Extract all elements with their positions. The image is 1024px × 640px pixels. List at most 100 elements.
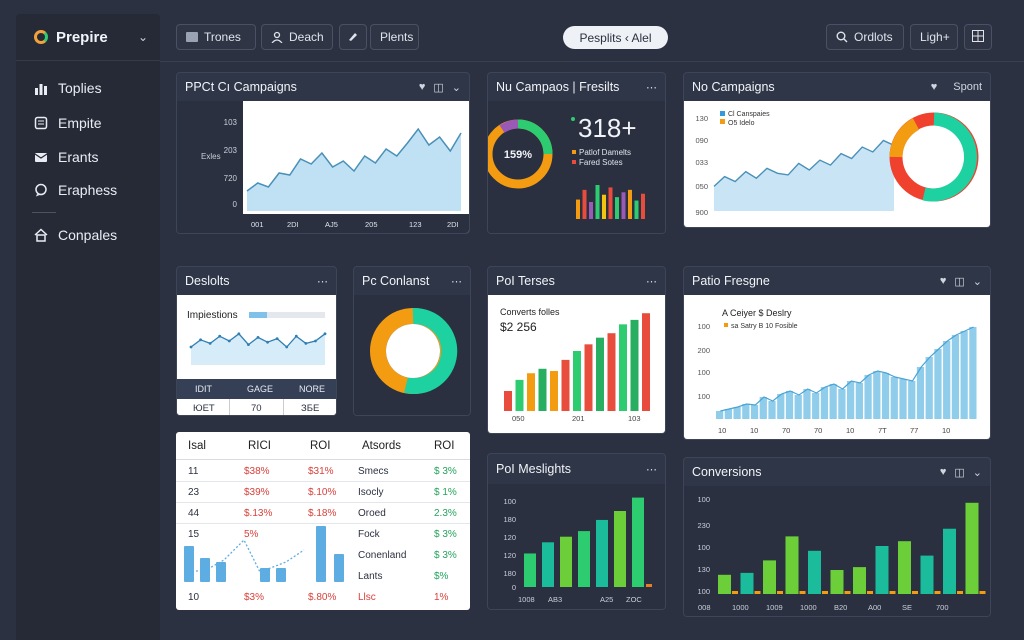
heart-icon[interactable]: ♥ [930, 81, 938, 93]
table-header: Isal RICI ROI Atsords ROI [176, 432, 470, 460]
more-icon[interactable]: ⋯ [646, 81, 657, 94]
card-campaigns-results: Nu Campaos | Fresilts ⋯ 159% 318+ Patlof… [487, 72, 666, 234]
bar [527, 373, 535, 411]
more-icon[interactable]: ⋯ [646, 275, 657, 288]
more-icon[interactable]: ⋯ [646, 463, 657, 476]
x-tick: AB3 [548, 595, 562, 604]
table-cell: $.80% [308, 592, 337, 603]
y-tick: 180 [503, 569, 516, 578]
table-cell: Llsc [358, 592, 376, 603]
impressions-line-chart: Impiestions [187, 310, 327, 365]
bar [276, 568, 286, 582]
bar [524, 553, 536, 587]
meslights-bar-chart: 100 180 120 120 180 0 1008 AB3 A25 ZOC [503, 497, 652, 604]
col-header: IDIT [195, 384, 212, 394]
y-tick: 200 [697, 346, 710, 355]
data-point [218, 334, 222, 338]
card-title: Patio Fresgne [692, 274, 770, 288]
x-tick: ZOC [626, 595, 642, 604]
bar [595, 185, 600, 219]
bar-chart-icon [34, 81, 48, 95]
bar [578, 531, 590, 587]
col-header: ROI [434, 440, 455, 452]
bar [898, 541, 911, 594]
bar [634, 200, 639, 219]
table-cell: 11 [188, 466, 199, 477]
search-button[interactable]: Ordlots [826, 24, 904, 50]
sidebar-item-label: Toplies [58, 80, 102, 96]
x-tick: 205 [365, 220, 378, 229]
table-cell: $31% [308, 466, 334, 477]
brand-name: Prepire [56, 28, 108, 46]
card-patio-fresgne: Patio Fresgne ♥ ◫ ⌄ A Ceiyer $ Deslry sa S… [683, 266, 991, 440]
bar [316, 526, 326, 582]
chart-options-icon[interactable]: ◫ [433, 81, 444, 94]
bar [615, 197, 619, 219]
bar [628, 189, 632, 219]
bar [812, 393, 820, 419]
heart-icon[interactable]: ♥ [939, 274, 947, 287]
data-point [323, 332, 327, 336]
layout-button[interactable] [964, 24, 992, 50]
bar [542, 542, 554, 587]
heart-icon[interactable]: ♥ [939, 465, 947, 478]
sidebar-item-label: Conpales [58, 227, 118, 243]
chevron-down-icon[interactable]: ⌄ [972, 466, 982, 479]
more-icon[interactable]: ⋯ [317, 275, 328, 288]
bar [960, 331, 968, 419]
more-icon[interactable]: ⋯ [451, 275, 462, 288]
table-cell: $39% [244, 487, 270, 498]
table-cell: Oroed [358, 508, 386, 519]
x-tick: 70 [814, 426, 822, 435]
tab-deach[interactable]: Deach [261, 24, 333, 50]
series-line [720, 326, 974, 412]
export-button[interactable]: Spont [953, 81, 982, 93]
chart-label: Converts folles [500, 307, 560, 317]
tab-label: Deach [289, 30, 324, 44]
sidebar-item-erants[interactable]: Erants [34, 149, 98, 165]
x-tick: 008 [698, 603, 711, 612]
tab-plents[interactable]: Plents [370, 24, 419, 50]
row-divider [176, 502, 470, 503]
sidebar-item-label: Empite [58, 115, 102, 131]
bar [908, 381, 916, 419]
table-cell: $ 3% [434, 529, 457, 540]
chevron-down-icon[interactable]: ⌄ [451, 81, 461, 94]
bar [573, 351, 581, 411]
sidebar-item-eraphess[interactable]: Eraphess [34, 182, 117, 198]
chart-options-icon[interactable]: ◫ [954, 466, 965, 479]
login-button[interactable]: Ligh+ [910, 24, 958, 50]
chart-options-icon[interactable]: ◫ [954, 275, 965, 288]
sidebar-item-toplies[interactable]: Toplies [34, 80, 102, 96]
document-icon [34, 116, 48, 130]
table-cell: $.10% [308, 487, 337, 498]
brush-button[interactable] [339, 24, 367, 50]
series-line [713, 139, 895, 187]
tab-trones[interactable]: Trones [176, 24, 256, 50]
bar [785, 536, 799, 594]
heart-icon[interactable]: ♥ [418, 80, 426, 93]
sidebar-item-empite[interactable]: Empite [34, 115, 102, 131]
col-header: Atsords [362, 440, 401, 452]
divider [32, 212, 56, 213]
bar [184, 546, 194, 582]
chevron-down-icon[interactable]: ⌄ [138, 30, 149, 44]
x-tick: 10 [846, 426, 854, 435]
home-icon [34, 228, 48, 242]
x-tick: 2DI [447, 220, 459, 229]
brand[interactable]: Prepire ⌄ [16, 14, 160, 60]
row-divider [176, 523, 470, 524]
chevron-down-icon[interactable]: ⌄ [972, 275, 982, 288]
filter-pill[interactable]: Pesplits ‹ Alel [563, 26, 668, 49]
bar [943, 341, 951, 419]
legend-item: O5 Idelo [728, 120, 755, 127]
series-line [246, 127, 462, 192]
table-cell: $3% [244, 592, 265, 603]
y-axis-label: Exles [201, 152, 221, 161]
bar-accent [889, 591, 896, 594]
x-tick: AJ5 [325, 220, 338, 229]
sidebar-item-conpales[interactable]: Conpales [34, 227, 117, 243]
bar [847, 381, 855, 419]
table-cell: Conenland [358, 550, 407, 561]
bar-accent [957, 591, 963, 594]
